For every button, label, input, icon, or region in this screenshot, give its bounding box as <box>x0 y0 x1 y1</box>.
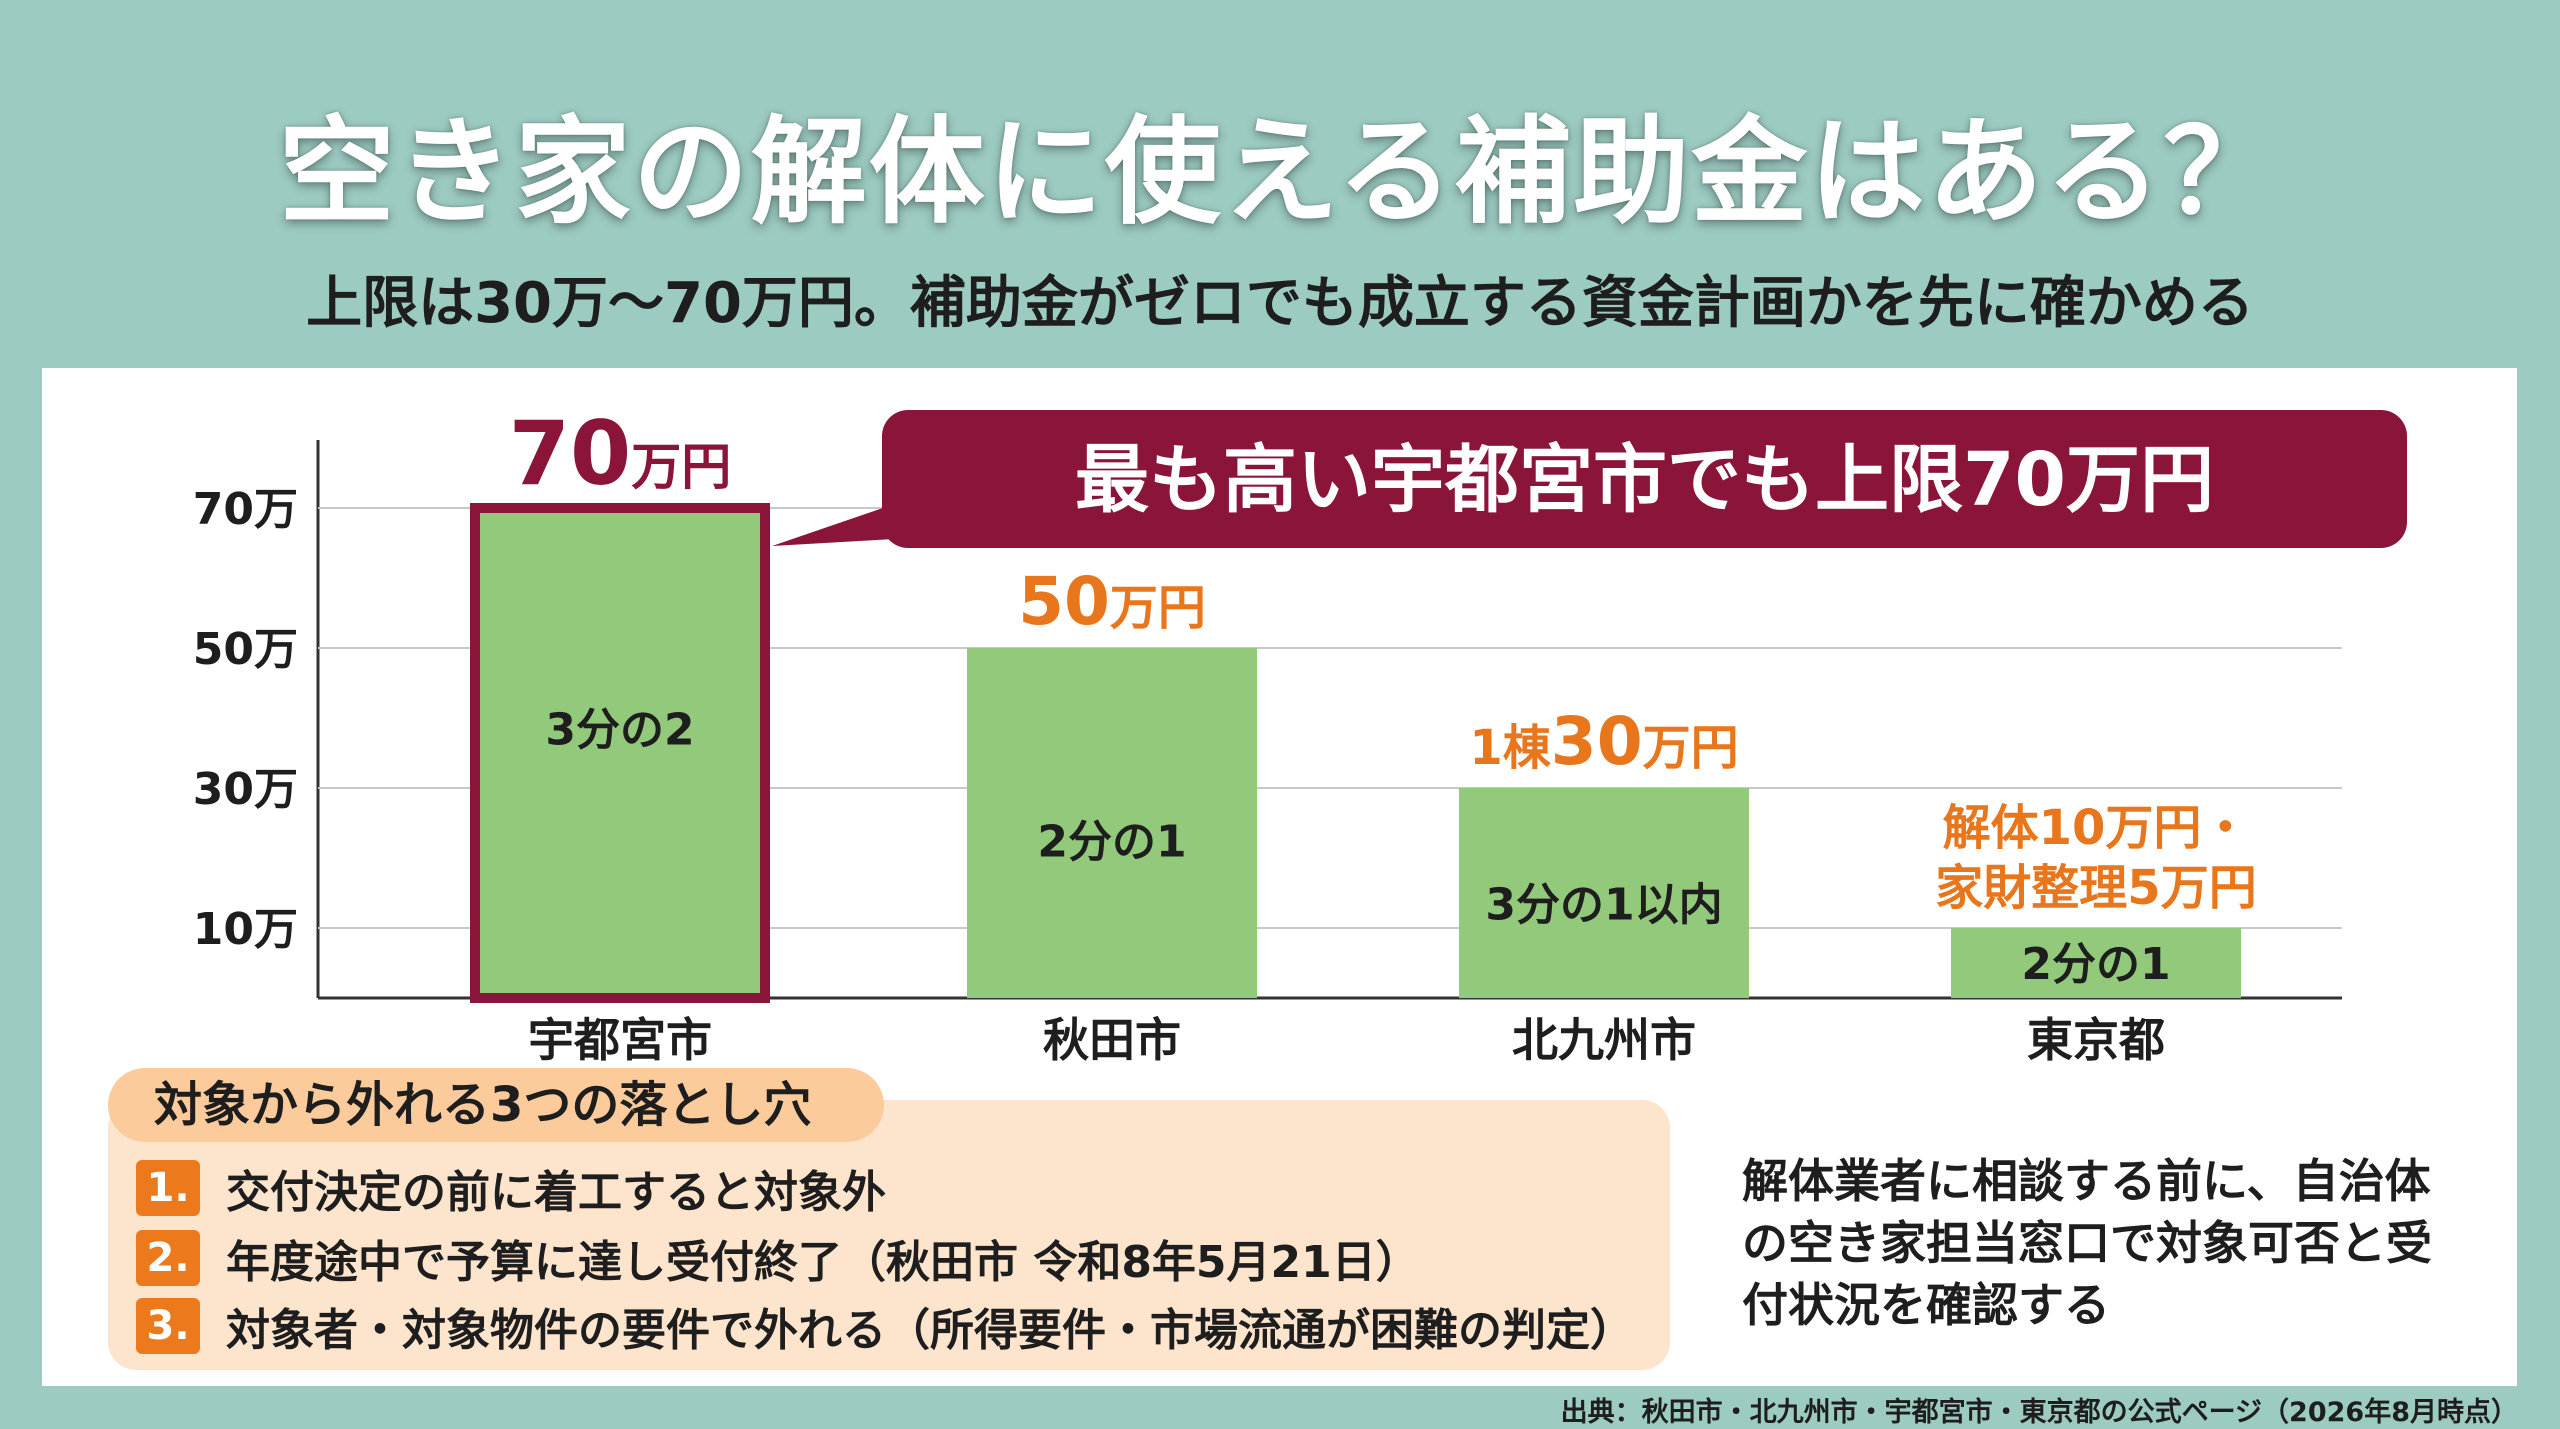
page-subtitle: 上限は30万〜70万円。補助金がゼロでも成立する資金計画かを先に確かめる <box>306 271 2254 336</box>
callout-text: 最も高い宇都宮市でも上限70万円 <box>1075 437 2214 523</box>
page-title: 空き家の解体に使える補助金はある？ <box>278 105 2282 240</box>
pitfall-item: 2. 年度途中で予算に達し受付終了（秋田市 令和8年5月21日） <box>136 1229 1420 1288</box>
bar-value-label: 解体10万円・ <box>1943 800 2250 856</box>
bar-value-label: 家財整理5万円 <box>1935 860 2256 916</box>
callout-bubble <box>882 410 2407 548</box>
pitfalls-title: 対象から外れる3つの落とし穴 <box>108 1068 884 1142</box>
pitfall-number: 1. <box>136 1160 200 1216</box>
bar <box>967 648 1257 998</box>
pitfalls-box <box>108 1100 1670 1370</box>
pitfall-text: 交付決定の前に着工すると対象外 <box>226 1167 886 1218</box>
bar <box>1459 788 1749 998</box>
bar-rate-label: 2分の1 <box>2021 939 2170 990</box>
bar-value-label: 1棟30万円 <box>1469 703 1738 780</box>
pitfall-number: 2. <box>136 1230 200 1286</box>
category-label: 宇都宮市 <box>528 1013 712 1067</box>
category-label: 東京都 <box>2027 1013 2165 1067</box>
advice-text: 解体業者に相談する前に、自治体の空き家担当窓口で対象可否と受付状況を確認する <box>1742 1154 2432 1332</box>
category-label: 北九州市 <box>1512 1013 1696 1067</box>
source-note: 出典：秋田市・北九州市・宇都宮市・東京都の公式ページ（2026年8月時点） <box>1560 1397 2518 1428</box>
pitfall-text: 対象者・対象物件の要件で外れる（所得要件・市場流通が困難の判定） <box>226 1305 1634 1356</box>
pitfall-item: 1. 交付決定の前に着工すると対象外 <box>136 1159 886 1218</box>
bar <box>470 503 770 1003</box>
bar <box>1951 928 2241 998</box>
y-tick-label: 10万 <box>193 904 298 955</box>
bar-rate-label: 3分の1以内 <box>1485 880 1722 931</box>
category-label: 秋田市 <box>1043 1013 1181 1067</box>
bar-value-label: 50万円 <box>1018 563 1206 640</box>
pitfall-text: 年度途中で予算に達し受付終了（秋田市 令和8年5月21日） <box>226 1237 1420 1288</box>
subsidy-bar-chart: 10万 30万 50万 70万 3分の2 宇都宮市 70万円 2分の1 秋田市 50万円 3分の1以… <box>193 402 2407 1067</box>
pitfall-number: 3. <box>136 1298 200 1354</box>
bar-rate-label: 3分の2 <box>545 705 694 756</box>
y-tick-label: 70万 <box>193 484 298 535</box>
callout-pointer <box>772 498 912 546</box>
bar-rate-label: 2分の1 <box>1037 817 1186 868</box>
y-tick-label: 30万 <box>193 764 298 815</box>
pitfall-item: 3. 対象者・対象物件の要件で外れる（所得要件・市場流通が困難の判定） <box>136 1297 1634 1356</box>
bar-value-label: 70万円 <box>509 402 731 505</box>
y-tick-label: 50万 <box>193 624 298 675</box>
